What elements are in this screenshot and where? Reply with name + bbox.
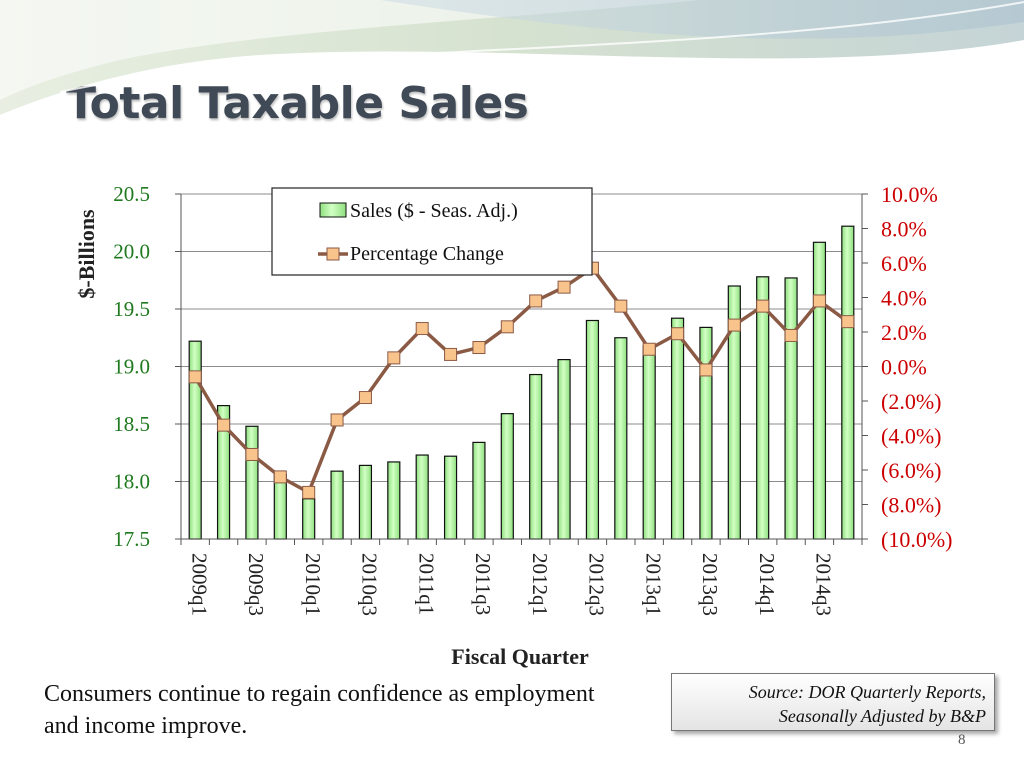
y2-tick-label: (10.0%) (881, 527, 952, 552)
legend-label-pct: Percentage Change (350, 243, 504, 265)
line-marker (614, 299, 628, 313)
bar (273, 474, 287, 540)
y-tick-label: 19.0 (113, 355, 150, 379)
line-marker (245, 447, 259, 461)
bar (245, 425, 259, 540)
bar (670, 317, 685, 540)
legend-marker-swatch (326, 247, 340, 261)
bar (387, 461, 401, 540)
line-marker (784, 328, 798, 342)
bar (784, 277, 798, 540)
header-decoration (0, 0, 1024, 115)
x-tick-label: 2011q1 (414, 553, 438, 615)
x-tick-label: 2009q3 (244, 553, 268, 616)
source-line-1: Source: DOR Quarterly Reports, (748, 682, 986, 702)
bar (557, 359, 571, 540)
bar (756, 276, 770, 540)
x-tick-label: 2009q1 (187, 553, 211, 616)
line-marker (415, 322, 429, 336)
line-marker (812, 294, 826, 308)
y-tick-label: 20.5 (113, 182, 150, 206)
x-tick-label: 2014q3 (812, 553, 836, 616)
line-marker (273, 470, 287, 484)
bar (443, 455, 458, 540)
line-marker (699, 363, 713, 377)
y2-tick-label: 4.0% (881, 286, 927, 311)
bar (358, 464, 373, 540)
bar (330, 470, 344, 540)
x-axis-title: Fiscal Quarter (451, 644, 589, 669)
line-marker (500, 320, 514, 334)
line-marker (529, 294, 543, 308)
y2-tick-label: 10.0% (881, 182, 938, 207)
y2-tick-label: (6.0%) (881, 458, 941, 483)
line-path (193, 265, 849, 495)
page-title: Total Taxable Sales (66, 78, 529, 129)
line-marker (302, 485, 316, 499)
source-line-2: Seasonally Adjusted by B&P (778, 706, 986, 726)
line-marker (557, 280, 571, 294)
source-box: Source: DOR Quarterly Reports, Seasonall… (671, 673, 995, 731)
bar (812, 241, 827, 540)
x-tick-label: 2011q3 (471, 553, 495, 615)
y-tick-label: 20.0 (113, 240, 150, 264)
x-tick-label: 2010q3 (358, 553, 382, 616)
line-marker (387, 351, 401, 365)
x-tick-label: 2013q3 (698, 553, 722, 616)
line-marker (642, 342, 656, 356)
axes (175, 193, 868, 545)
line-marker (217, 418, 231, 432)
line-marker (330, 413, 344, 427)
y2-tick-label: 2.0% (881, 320, 927, 345)
line-marker (671, 327, 685, 341)
bar (699, 326, 713, 540)
x-tick-label: 2012q1 (528, 553, 552, 616)
y-tick-label: 18.5 (113, 412, 150, 436)
line-marker (358, 391, 372, 405)
y2-tick-label: 0.0% (881, 355, 927, 380)
y-tick-label: 19.5 (113, 297, 150, 321)
line-marker (472, 341, 486, 355)
bar (614, 337, 628, 540)
bar-series (188, 225, 855, 540)
bar (642, 345, 656, 540)
line-marker (841, 315, 855, 329)
bar (529, 373, 543, 540)
caption-text: Consumers continue to regain confidence … (44, 681, 595, 739)
bar (841, 225, 855, 540)
y-tick-label: 17.5 (113, 527, 150, 551)
axis-labels: 17.5 18.0 18.5 19.0 19.5 20.0 20.5 (10.0%) (8.0%… (74, 182, 952, 669)
bar (585, 319, 600, 540)
bar (472, 441, 486, 540)
x-tick-label: 2013q1 (641, 553, 665, 616)
y-axis-title: $-Billions (74, 209, 99, 299)
line-series (188, 261, 855, 499)
bar (302, 498, 316, 540)
page-number: 8 (958, 732, 966, 748)
line-marker (756, 299, 770, 313)
line-marker (188, 370, 202, 384)
bar (415, 454, 429, 540)
legend: Sales ($ - Seas. Adj.) Percentage Change (271, 187, 593, 276)
y2-tick-label: 8.0% (881, 217, 927, 242)
y2-tick-label: (8.0%) (881, 493, 941, 518)
bar (500, 413, 514, 540)
legend-bar-swatch (319, 202, 347, 218)
y2-tick-label: (2.0%) (881, 389, 941, 414)
y-tick-label: 18.0 (113, 470, 150, 494)
line-marker (444, 347, 458, 361)
y2-tick-label: 6.0% (881, 251, 927, 276)
x-tick-label: 2014q1 (755, 553, 779, 616)
x-tick-label: 2010q1 (301, 553, 325, 616)
legend-label-sales: Sales ($ - Seas. Adj.) (350, 200, 518, 222)
line-marker (727, 318, 741, 332)
y2-tick-label: (4.0%) (881, 424, 941, 449)
x-tick-label: 2012q3 (585, 553, 609, 616)
